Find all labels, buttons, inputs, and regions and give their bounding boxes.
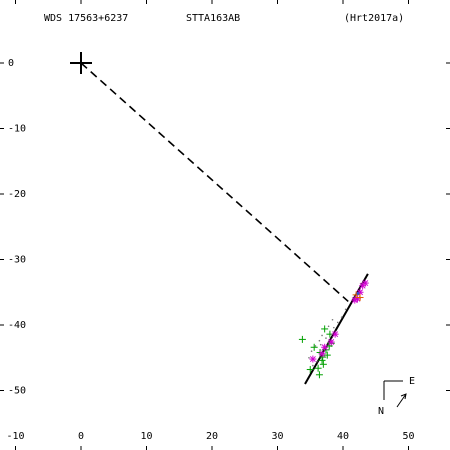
gray-dot	[333, 326, 335, 329]
dashed-line-group	[80, 62, 349, 303]
gray-dot	[318, 339, 321, 342]
magenta-star-point	[328, 339, 335, 346]
compass-north-label: N	[378, 406, 384, 417]
star-designation: WDS 17563+6237	[44, 13, 128, 24]
x-tick-label: -10	[6, 431, 24, 442]
x-tick-label: 30	[271, 431, 283, 442]
gray-dot	[308, 356, 310, 359]
magenta-star-point	[321, 344, 328, 351]
gray-dot	[310, 350, 313, 353]
x-tick-label: 20	[206, 431, 218, 442]
gray-dot	[344, 308, 347, 311]
gray-dot	[327, 325, 330, 328]
gray-dot	[336, 321, 339, 324]
gray-dot	[316, 360, 318, 363]
primary-star-group	[70, 52, 92, 74]
gray-dot	[314, 345, 317, 347]
gray-dot	[319, 343, 322, 346]
magenta-star-point	[332, 331, 339, 338]
gray-dot	[331, 318, 334, 321]
gray-dot	[340, 316, 343, 318]
compass-east-label: E	[409, 376, 415, 387]
y-tick-label: 0	[8, 58, 14, 69]
x-tick-label: 10	[140, 431, 152, 442]
y-tick-label: -50	[8, 386, 26, 397]
direction-arrowhead-icon	[400, 393, 407, 400]
x-tick-label: 0	[78, 431, 84, 442]
gray-dot	[312, 364, 314, 367]
magenta-star-point	[319, 350, 326, 357]
direction-arrow-icon	[396, 393, 407, 408]
component-label: STTA163AB	[186, 13, 240, 24]
reference-label: (Hrt2017a)	[344, 13, 404, 24]
gray-dot	[325, 337, 327, 339]
y-tick-label: -10	[8, 124, 26, 135]
blue-dot	[356, 292, 360, 296]
magenta-star-point	[309, 356, 316, 363]
x-tick-label: 40	[337, 431, 349, 442]
observation-points	[298, 279, 369, 379]
dashed-line	[80, 62, 349, 303]
magenta-star-point	[362, 280, 369, 287]
y-tick-label: -30	[8, 255, 26, 266]
y-tick-label: -40	[8, 320, 26, 331]
gray-dot	[321, 334, 323, 337]
compass: N E	[378, 376, 415, 417]
x-tick-label: 50	[402, 431, 414, 442]
y-tick-label: -20	[8, 189, 26, 200]
